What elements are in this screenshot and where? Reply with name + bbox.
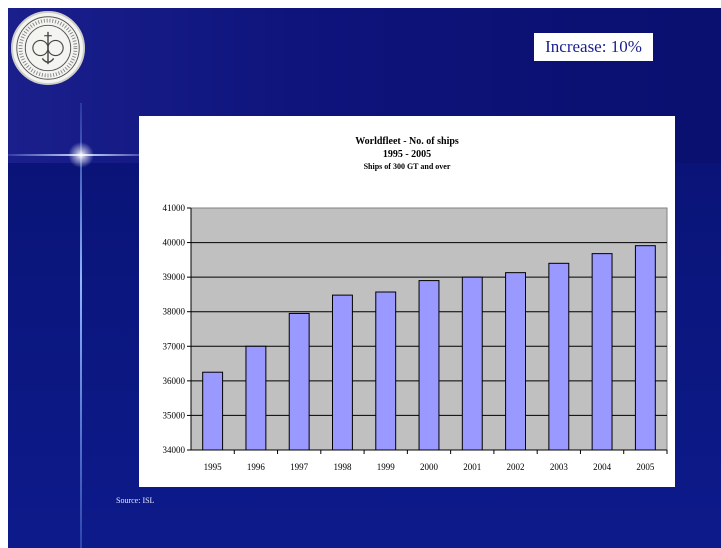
x-tick-label: 1996 [247, 462, 266, 472]
bar-chart: Worldfleet - No. of ships 1995 - 2005 Sh… [163, 136, 668, 472]
y-tick-label: 38000 [163, 307, 186, 317]
bar-1995 [202, 371, 224, 451]
bar-2000 [418, 280, 440, 451]
chart-panel: Worldfleet - No. of ships 1995 - 2005 Sh… [139, 116, 675, 487]
y-tick-label: 34000 [163, 445, 186, 455]
x-tick-label: 1998 [333, 462, 352, 472]
chart-subtitle-2: Ships of 300 GT and over [364, 162, 451, 171]
bar-1998 [332, 294, 353, 451]
bar-2002 [505, 272, 526, 451]
x-tick-label: 2004 [593, 462, 612, 472]
x-tick-label: 2005 [636, 462, 655, 472]
source-note: Source: ISL [116, 496, 155, 505]
chart-subtitle: 1995 - 2005 [383, 149, 431, 160]
institutional-seal-icon [11, 11, 85, 85]
decorative-vertical-line [80, 103, 82, 548]
x-tick-label: 2003 [550, 462, 569, 472]
x-tick-label: 1995 [204, 462, 223, 472]
decorative-sparkle [68, 142, 94, 168]
bar-1997 [288, 312, 310, 451]
x-tick-label: 2001 [463, 462, 481, 472]
bar-1999 [375, 291, 397, 451]
bar-2003 [548, 262, 570, 451]
x-tick-label: 1999 [377, 462, 396, 472]
x-tick-label: 1997 [290, 462, 309, 472]
slide-background: Increase: 10% Worldfleet - No. of ships … [8, 8, 721, 548]
x-tick-label: 2000 [420, 462, 439, 472]
y-tick-label: 36000 [163, 376, 186, 386]
x-tick-label: 2002 [507, 462, 525, 472]
y-tick-label: 39000 [163, 272, 186, 282]
y-tick-label: 40000 [163, 238, 186, 248]
bar-2005 [634, 245, 656, 451]
y-tick-label: 35000 [163, 410, 186, 420]
chart-title: Worldfleet - No. of ships [355, 136, 459, 147]
bar-2004 [591, 253, 613, 451]
bar-1996 [245, 345, 267, 451]
increase-label: Increase: 10% [534, 33, 653, 61]
y-tick-label: 37000 [163, 341, 186, 351]
bar-2001 [461, 276, 483, 451]
y-tick-label: 41000 [163, 203, 186, 213]
